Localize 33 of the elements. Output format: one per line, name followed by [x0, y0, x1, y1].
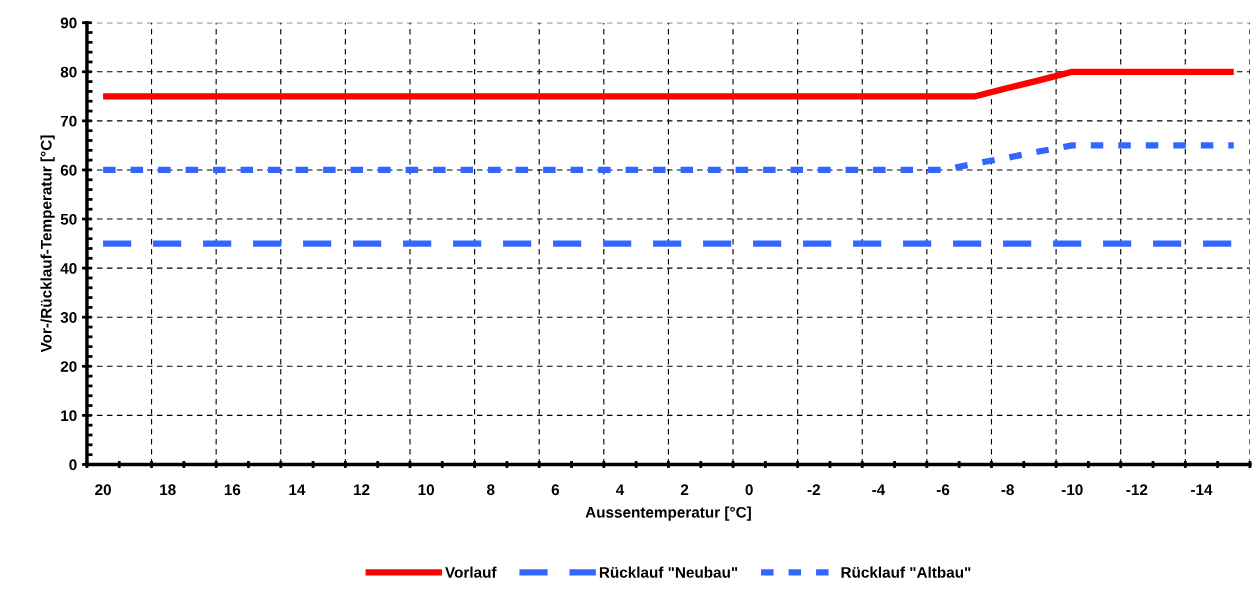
x-tick-label: 10: [418, 484, 435, 496]
x-axis-title: Aussentemperatur [°C]: [585, 506, 751, 521]
y-tick-label: 70: [60, 115, 77, 127]
y-tick-label: 30: [60, 312, 77, 323]
legend-label: Rücklauf "Altbau": [841, 566, 971, 578]
x-tick-label: -12: [1126, 484, 1148, 495]
x-tick-label: -10: [1061, 484, 1083, 496]
y-tick-label: 80: [60, 66, 77, 78]
y-tick-label: 60: [60, 164, 77, 176]
y-tick-label: 0: [69, 459, 77, 471]
y-tick-label: 10: [61, 410, 77, 422]
x-tick-label: -4: [872, 484, 886, 495]
y-tick-label: 20: [60, 361, 77, 372]
x-tick-label: 18: [160, 484, 176, 496]
legend-label: Rücklauf "Neubau": [599, 566, 738, 578]
x-tick-label: 6: [551, 484, 560, 496]
x-tick-label: -8: [1001, 484, 1014, 496]
x-tick-label: -6: [936, 484, 950, 496]
x-tick-label: 14: [289, 484, 306, 495]
x-tick-label: 16: [224, 484, 241, 496]
x-tick-label: 0: [745, 484, 753, 496]
x-tick-label: 2: [680, 484, 689, 495]
y-tick-label: 50: [60, 213, 77, 225]
y-tick-label: 90: [60, 17, 77, 29]
x-tick-label: 20: [95, 484, 111, 496]
y-tick-label: 40: [60, 262, 77, 274]
x-tick-label: 12: [354, 484, 370, 495]
x-tick-label: -2: [807, 484, 820, 495]
x-tick-label: 8: [486, 484, 495, 496]
x-tick-label: 4: [615, 484, 625, 495]
legend-label: Vorlauf: [445, 566, 497, 578]
y-axis-title: Vor-/Rücklauf-Temperatur [°C]: [40, 135, 55, 353]
x-tick-label: -14: [1191, 484, 1213, 495]
